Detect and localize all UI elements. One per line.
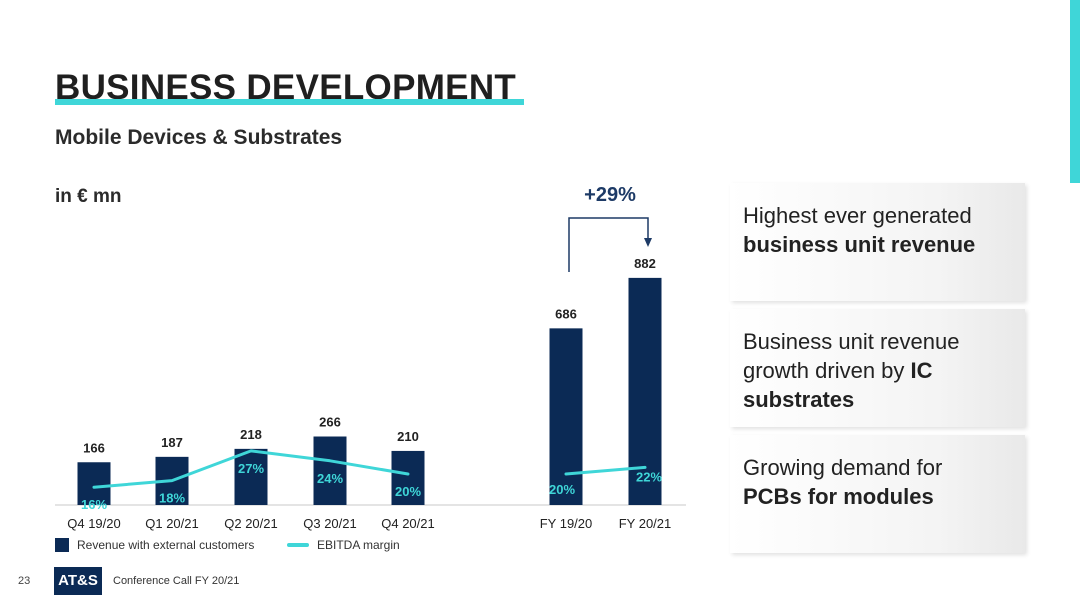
info-panel-3: Growing demand for PCBs for modules [730, 435, 1025, 553]
panel-text: Highest ever generated business unit rev… [743, 201, 975, 259]
x-tick-label: FY 20/21 [619, 516, 672, 531]
panel-text-normal: Highest ever generated [743, 203, 972, 228]
x-tick-label: Q3 20/21 [303, 516, 357, 531]
ats-logo: AT&S [54, 567, 102, 595]
x-tick-label: Q1 20/21 [145, 516, 199, 531]
info-panel-1: Highest ever generated business unit rev… [730, 183, 1025, 301]
accent-bar [1070, 0, 1080, 183]
x-tick-label: Q4 20/21 [381, 516, 435, 531]
bar-value-label: 266 [319, 415, 341, 430]
bar-fy-19-20 [549, 328, 583, 505]
bar-value-label: 166 [83, 440, 105, 455]
growth-annotation: +29% [584, 184, 636, 206]
margin-value-label: 20% [549, 482, 575, 497]
legend-bar-swatch [55, 538, 69, 552]
bar-value-label: 686 [555, 306, 577, 321]
legend-item-revenue: Revenue with external customers [55, 538, 254, 552]
growth-arrow-head [644, 238, 652, 247]
page-number: 23 [18, 575, 31, 587]
panel-text: Growing demand for PCBs for modules [743, 453, 942, 511]
info-panel-2: Business unit revenue growth driven by I… [730, 309, 1025, 427]
margin-value-label: 18% [159, 491, 185, 506]
panel-text-bold: PCBs for modules [743, 484, 934, 509]
bar-value-label: 187 [161, 435, 183, 450]
bar-value-label: 210 [397, 429, 419, 444]
legend-label-ebitda: EBITDA margin [317, 538, 400, 552]
page-subtitle: Mobile Devices & Substrates [55, 126, 343, 149]
margin-value-label: 27% [238, 461, 264, 476]
footer-text: Conference Call FY 20/21 [113, 575, 240, 587]
x-tick-label: FY 19/20 [540, 516, 593, 531]
bar-q4-20-21 [391, 450, 425, 505]
panel-text-bold: business unit revenue [743, 232, 976, 257]
bar-value-label: 882 [634, 256, 656, 271]
legend-line-swatch [287, 543, 309, 547]
ebitda-margin-line-2 [564, 465, 647, 476]
panel-text-normal: Growing demand for [743, 455, 943, 480]
x-tick-label: Q2 20/21 [224, 516, 278, 531]
revenue-chart: 166 Q4 19/20 187 Q1 20/21 218 Q2 20/21 266 Q3 2… [55, 217, 686, 531]
bar-q3-20-21 [313, 436, 347, 505]
margin-value-label: 20% [395, 484, 421, 499]
panel-text: Business unit revenue growth driven by I… [743, 327, 1008, 414]
panel-text-bold: IC substrates [743, 358, 933, 412]
legend-label-revenue: Revenue with external customers [77, 538, 255, 552]
bar-value-label: 218 [240, 427, 262, 442]
bar-q2-20-21 [234, 448, 268, 505]
unit-label: in € mn [55, 186, 122, 207]
panel-text-normal: Business unit revenue growth driven by [743, 329, 960, 383]
margin-value-label: 22% [636, 469, 662, 484]
margin-value-label: 16% [81, 497, 107, 512]
legend-item-ebitda: EBITDA margin [287, 538, 400, 552]
x-tick-label: Q4 19/20 [67, 516, 121, 531]
margin-value-label: 24% [317, 471, 343, 486]
growth-bracket-line [568, 217, 649, 272]
bar-q4-19-20 [77, 462, 111, 505]
ebitda-margin-line-1 [92, 449, 410, 489]
title-underline [55, 99, 524, 105]
